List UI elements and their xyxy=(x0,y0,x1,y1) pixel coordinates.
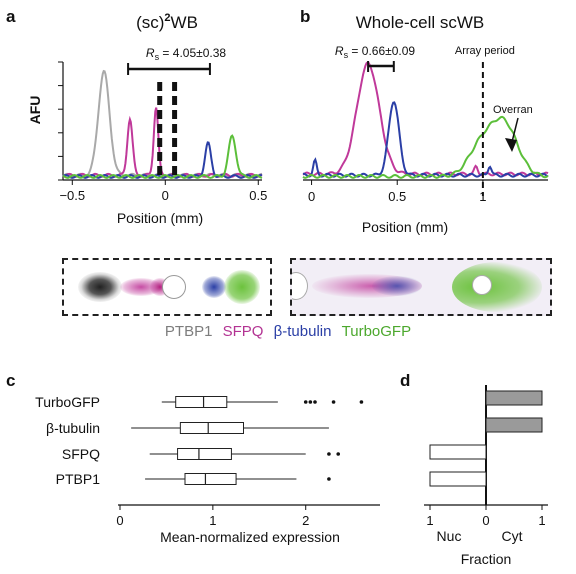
chart-a-x-tick-label: 0 xyxy=(162,188,169,203)
chart-d-cyt-label: Cyt xyxy=(502,528,523,544)
chart-a: (sc)2WB AFU Position (mm) −0.5 0 0.5 Rs = 4… xyxy=(27,12,267,226)
chart-c-x-tick-label: 1 xyxy=(209,513,216,528)
chart-d-nuc-label: Nuc xyxy=(437,528,462,544)
panel-letter-d: d xyxy=(400,371,410,390)
tubulin-smear xyxy=(372,276,422,296)
well-circle xyxy=(162,275,186,299)
turbogfp-band xyxy=(224,270,260,304)
chart-d-cyt-bar xyxy=(485,390,543,406)
chart-c-outlier xyxy=(327,477,331,481)
panel-letter-c: c xyxy=(6,371,15,390)
chart-a-series-SFPQ xyxy=(62,107,263,178)
chart-b-overran-arrow-shaft xyxy=(511,117,519,143)
chart-c-category-label: β-tubulin xyxy=(46,420,100,436)
chart-c-box xyxy=(179,422,245,434)
legend-sfpq: SFPQ xyxy=(222,323,264,340)
gel-image-b xyxy=(290,258,552,316)
panel-letter-a: a xyxy=(6,7,16,26)
chart-b-x-tick-label: 1 xyxy=(479,189,486,204)
chart-c-outlier xyxy=(313,400,317,404)
chart-a-rs-label: Rs = 4.05±0.38 xyxy=(146,46,226,62)
chart-c-xlabel: Mean-normalized expression xyxy=(160,529,340,545)
chart-a-ylabel: AFU xyxy=(27,96,43,125)
chart-c: Mean-normalized expression 0 1 2 TurboGFP β-… xyxy=(35,394,380,545)
chart-c-box xyxy=(177,448,232,460)
chart-a-series-TurboGFP xyxy=(62,134,263,179)
chart-a-x-tick-label: −0.5 xyxy=(59,188,85,203)
chart-c-category-label: TurboGFP xyxy=(35,394,100,410)
chart-c-box xyxy=(184,473,237,485)
chart-b-x-tick-label: 0 xyxy=(308,189,315,204)
chart-c-outlier xyxy=(336,452,341,456)
chart-c-category-label: SFPQ xyxy=(62,446,100,462)
chart-b-overran-label: Overran xyxy=(493,104,533,116)
legend-ptbp1: PTBP1 xyxy=(164,323,213,340)
chart-d-nuc-bar xyxy=(429,444,487,460)
chart-a-xlabel: Position (mm) xyxy=(117,210,203,226)
chart-c-outlier xyxy=(308,400,313,404)
chart-b-array-period-label: Array period xyxy=(455,45,515,57)
chart-c-category-label: PTBP1 xyxy=(56,471,101,487)
chart-d: Nuc Cyt Fraction 1 0 1 xyxy=(424,385,548,567)
chart-b-rs-label: Rs = 0.66±0.09 xyxy=(335,44,415,60)
chart-d-x-tick-label: 1 xyxy=(426,513,433,528)
chart-a-x-tick-label: 0.5 xyxy=(249,188,267,203)
legend-turbogfp: TurboGFP xyxy=(341,323,412,340)
tubulin-band xyxy=(202,276,226,298)
chart-d-cyt-bar xyxy=(485,417,543,433)
chart-c-outlier xyxy=(359,400,364,404)
chart-b: Whole-cell scWB Position (mm) 0 0.5 1 Array… xyxy=(302,13,549,235)
ptbp1-band xyxy=(78,272,122,302)
chart-d-nuc-bar xyxy=(429,471,487,487)
gel-image-a xyxy=(62,258,272,316)
chart-a-series-PTBP1 xyxy=(62,69,263,178)
chart-d-x-tick-label: 0 xyxy=(482,513,489,528)
chart-d-xlabel: Fraction xyxy=(461,551,512,567)
chart-c-x-tick-label: 2 xyxy=(302,513,309,528)
chart-b-title: Whole-cell scWB xyxy=(356,13,484,32)
chart-b-series-TurboGFP xyxy=(302,115,549,179)
protein-legend: PTBP1 SFPQ β-tubulin TurboGFP xyxy=(0,323,576,340)
panel-letter-b: b xyxy=(300,7,310,26)
well-left xyxy=(292,272,308,300)
chart-c-outlier xyxy=(331,400,336,404)
turbogfp-smear xyxy=(452,262,542,312)
chart-b-x-tick-label: 0.5 xyxy=(388,189,406,204)
chart-c-outlier xyxy=(327,452,331,456)
chart-c-box xyxy=(175,396,228,408)
well-right xyxy=(472,275,492,295)
chart-d-x-tick-label: 1 xyxy=(538,513,545,528)
chart-b-series-SFPQ xyxy=(302,61,549,177)
chart-a-title: (sc)2WB xyxy=(136,12,198,32)
legend-beta-tubulin: β-tubulin xyxy=(273,323,332,340)
chart-b-xlabel: Position (mm) xyxy=(362,219,448,235)
chart-b-overran-arrow-head xyxy=(505,138,517,152)
chart-c-outlier xyxy=(303,400,308,404)
chart-c-x-tick-label: 0 xyxy=(116,513,123,528)
